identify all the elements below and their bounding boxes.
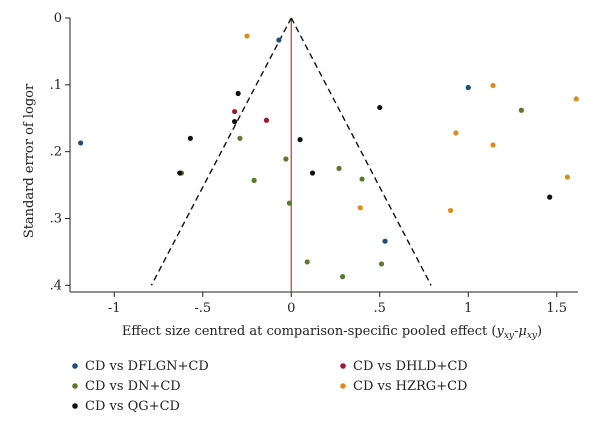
data-point bbox=[573, 96, 579, 102]
data-point bbox=[447, 207, 454, 214]
data-point bbox=[378, 261, 385, 267]
legend-marker bbox=[72, 383, 78, 389]
data-point bbox=[359, 176, 365, 182]
data-point bbox=[297, 137, 303, 143]
data-point bbox=[304, 259, 310, 265]
data-point bbox=[283, 156, 289, 162]
x-tick-label: 1 bbox=[464, 301, 472, 316]
data-point bbox=[235, 90, 241, 97]
x-tick-label: 0 bbox=[287, 301, 295, 316]
data-point bbox=[232, 118, 238, 125]
legend-marker bbox=[340, 363, 346, 369]
funnel-right-line bbox=[290, 17, 432, 286]
y-tick-label: .4 bbox=[50, 278, 62, 293]
legend-marker bbox=[72, 363, 78, 369]
legend-entry: CD vs DFLGN+CD bbox=[85, 359, 209, 374]
funnel-left-line bbox=[150, 17, 292, 286]
x-tick-label: -.5 bbox=[194, 301, 211, 316]
legend-entry: CD vs DHLD+CD bbox=[353, 359, 468, 374]
y-tick-label: .1 bbox=[50, 78, 62, 93]
data-point bbox=[244, 33, 250, 39]
data-point bbox=[78, 140, 84, 146]
data-point bbox=[465, 84, 471, 91]
x-tick-label: -1 bbox=[108, 301, 121, 316]
data-point bbox=[547, 194, 553, 200]
data-point bbox=[251, 177, 257, 183]
x-tick-label: .5 bbox=[374, 301, 386, 316]
data-point bbox=[286, 200, 293, 206]
x-axis-title-sub1: xy bbox=[504, 331, 515, 341]
x-axis-title-main: Effect size centred at comparison-specif… bbox=[122, 324, 497, 339]
y-tick-label: 0 bbox=[54, 11, 62, 26]
data-point bbox=[276, 37, 282, 43]
legend-marker bbox=[72, 403, 78, 409]
data-point bbox=[377, 104, 383, 111]
x-axis-title: Effect size centred at comparison-specif… bbox=[122, 324, 542, 341]
data-point bbox=[232, 108, 238, 115]
x-axis-title-minus: - bbox=[514, 324, 518, 339]
y-tick-label: .3 bbox=[50, 211, 62, 226]
data-point bbox=[490, 142, 496, 148]
legend-marker bbox=[340, 383, 346, 389]
x-axis-title-sub2: xy bbox=[527, 331, 538, 341]
x-axis-title-mu: μ bbox=[518, 324, 526, 339]
x-axis-title-var: y bbox=[495, 324, 504, 339]
x-axis-title-close: ) bbox=[537, 324, 542, 339]
data-point bbox=[336, 165, 342, 171]
data-point bbox=[518, 107, 524, 113]
data-point bbox=[187, 135, 193, 141]
data-point bbox=[177, 170, 183, 176]
data-point bbox=[490, 82, 496, 89]
x-tick-label: 1.5 bbox=[546, 301, 567, 316]
data-point bbox=[339, 274, 346, 280]
y-tick-label: .2 bbox=[50, 145, 62, 160]
legend-entry: CD vs QG+CD bbox=[85, 399, 180, 414]
data-point bbox=[453, 130, 459, 136]
data-point bbox=[357, 205, 363, 211]
data-point bbox=[382, 238, 388, 244]
legend-entry: CD vs HZRG+CD bbox=[353, 379, 467, 394]
data-point bbox=[309, 170, 316, 176]
legend: CD vs DFLGN+CD CD vs DHLD+CD CD vs DN+CD CD… bbox=[72, 359, 468, 414]
data-point bbox=[263, 117, 270, 123]
data-point bbox=[237, 135, 243, 141]
y-axis-title: Standard error of logor bbox=[22, 83, 37, 238]
data-point bbox=[564, 174, 570, 180]
legend-entry: CD vs DN+CD bbox=[85, 379, 181, 394]
